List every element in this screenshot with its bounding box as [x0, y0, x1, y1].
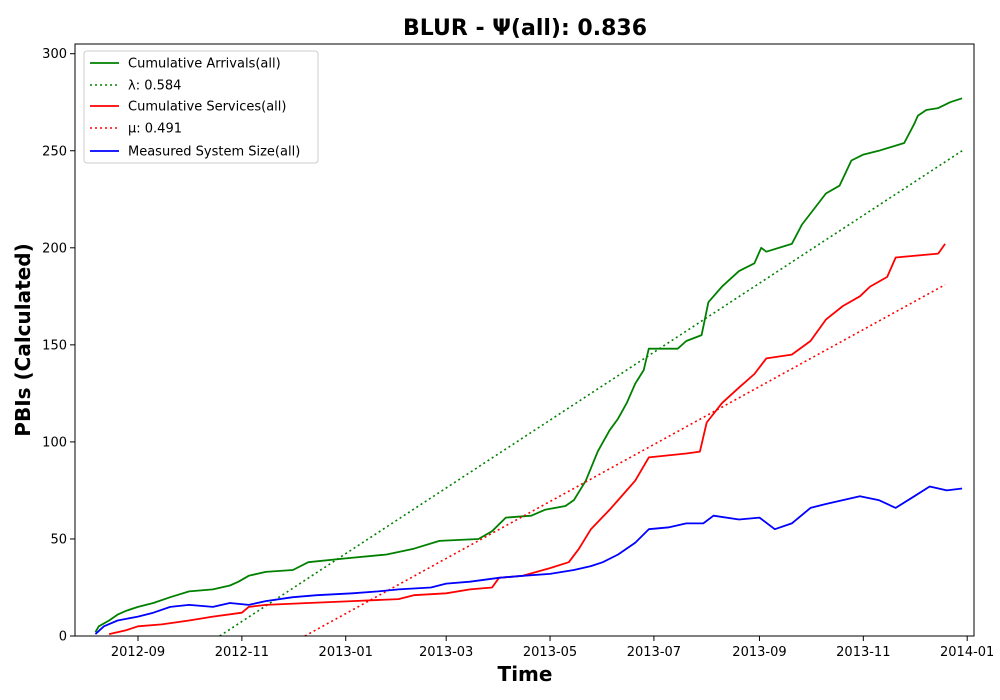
plot-series-group	[94, 97, 963, 637]
x-tick-label: 2014-01	[940, 645, 994, 660]
x-tick-label: 2013-01	[319, 645, 373, 660]
legend: Cumulative Arrivals(all) λ: 0.584 Cumula…	[83, 50, 319, 164]
system-size-line	[94, 485, 963, 635]
x-tick-label: 2012-09	[111, 645, 165, 660]
x-tick-label: 2013-09	[732, 645, 786, 660]
legend-box	[83, 50, 319, 164]
plot-area-frame	[74, 43, 975, 637]
arrivals-line	[94, 97, 963, 633]
legend-label-lambda: λ: 0.584	[128, 79, 181, 94]
legend-label-system-size: Measured System Size(all)	[128, 145, 300, 160]
y-tick-label: 300	[42, 47, 67, 62]
legend-label-arrivals: Cumulative Arrivals(all)	[128, 57, 281, 72]
y-tick-label: 50	[50, 532, 67, 547]
x-axis-label: Time	[498, 662, 553, 686]
y-axis-ticks: 0 50 100 150 200 250 300	[42, 47, 75, 645]
y-axis-label: PBIs (Calculated)	[11, 243, 35, 436]
y-tick-label: 100	[42, 435, 67, 450]
y-tick-label: 200	[42, 241, 67, 256]
x-tick-label: 2012-11	[215, 645, 269, 660]
services-line	[108, 243, 946, 635]
y-tick-label: 250	[42, 144, 67, 159]
y-tick-label: 150	[42, 338, 67, 353]
x-tick-label: 2013-03	[419, 645, 473, 660]
x-axis-ticks: 2012-09 2012-11 2013-01 2013-03 2013-05 2013-…	[111, 636, 994, 660]
legend-label-mu: μ: 0.491	[128, 122, 182, 137]
chart-title: BLUR - Ψ(all): 0.836	[403, 16, 647, 41]
x-tick-label: 2013-11	[836, 645, 890, 660]
legend-label-services: Cumulative Services(all)	[128, 100, 286, 115]
y-tick-label: 0	[59, 630, 67, 645]
mu-fit-line	[304, 283, 946, 637]
x-tick-label: 2013-07	[627, 645, 681, 660]
x-tick-label: 2013-05	[523, 645, 577, 660]
